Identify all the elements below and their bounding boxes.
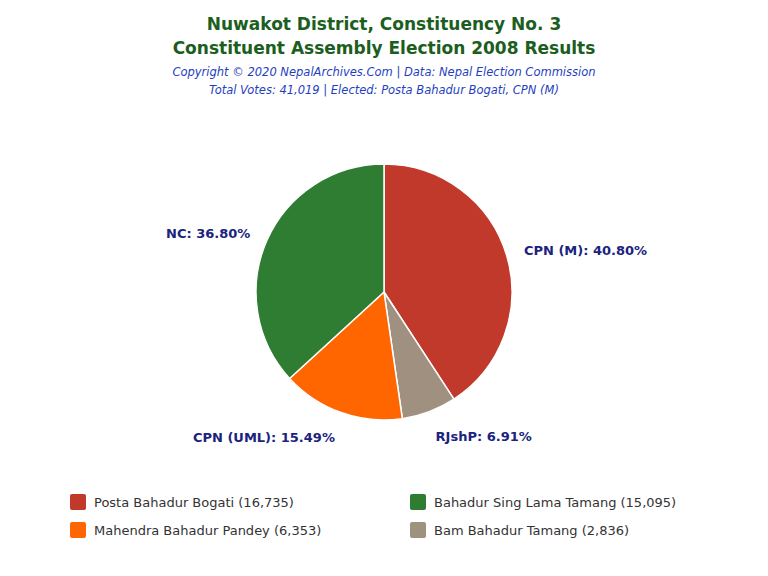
- title: Constituent Assembly Election 2008 Resul…: [173, 38, 596, 58]
- legend-label: Bahadur Sing Lama Tamang (15,095): [434, 495, 676, 510]
- legend-swatch: [410, 494, 426, 510]
- pie-slice: [256, 164, 384, 378]
- pie: [256, 164, 512, 420]
- data-labels: CPN (M): 40.80% RJshP: 6.91% CPN (UML): 15…: [166, 226, 647, 444]
- legend-swatch: [410, 522, 426, 538]
- data-label: RJshP: 6.91%: [436, 429, 532, 444]
- legend-label: Bam Bahadur Tamang (2,836): [434, 523, 629, 538]
- chart: Nuwakot District, Constituency No. 3 Cons…: [0, 0, 768, 576]
- title: Nuwakot District, Constituency No. 3: [207, 14, 561, 34]
- chart-container: Nuwakot District, Constituency No. 3 Cons…: [0, 0, 768, 576]
- subtitle: Copyright © 2020 NepalArchives.Com | Dat…: [172, 65, 595, 79]
- data-label: CPN (UML): 15.49%: [193, 430, 335, 445]
- legend-swatch: [70, 494, 86, 510]
- legend-label: Posta Bahadur Bogati (16,735): [94, 495, 294, 510]
- legend-label: Mahendra Bahadur Pandey (6,353): [94, 523, 321, 538]
- data-label: CPN (M): 40.80%: [524, 243, 647, 258]
- subtitle: Total Votes: 41,019 | Elected: Posta Bah…: [209, 83, 559, 97]
- legend: Posta Bahadur Bogati (16,735) Bahadur Sin…: [70, 494, 676, 538]
- legend-swatch: [70, 522, 86, 538]
- data-label: NC: 36.80%: [166, 226, 250, 241]
